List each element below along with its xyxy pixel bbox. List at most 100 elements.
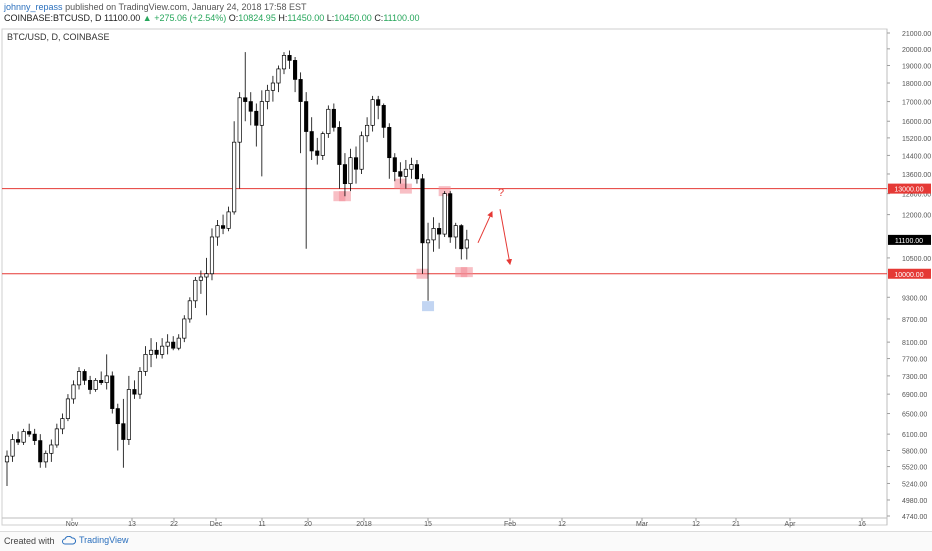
- candle-down[interactable]: [387, 127, 392, 159]
- candle-down[interactable]: [298, 79, 303, 102]
- candle-up[interactable]: [281, 55, 287, 70]
- candle-down[interactable]: [32, 433, 37, 441]
- candle-down[interactable]: [420, 178, 425, 244]
- candle-down[interactable]: [248, 101, 253, 112]
- price-axis[interactable]: 4740.00 4980.00 5240.00 5520.00 5800.00 6100.…: [886, 29, 931, 525]
- candle-up[interactable]: [226, 211, 231, 229]
- candle-down[interactable]: [82, 371, 87, 381]
- candle-down[interactable]: [448, 193, 453, 238]
- candle-up[interactable]: [160, 345, 165, 355]
- candle-down[interactable]: [331, 108, 336, 128]
- candle-up[interactable]: [165, 341, 170, 347]
- candle-up[interactable]: [453, 225, 458, 238]
- candle-up[interactable]: [49, 444, 54, 454]
- candle-up[interactable]: [276, 68, 281, 84]
- candle-up[interactable]: [43, 452, 48, 463]
- candle-up[interactable]: [326, 108, 331, 134]
- candle-up[interactable]: [126, 389, 131, 440]
- candle-up[interactable]: [348, 157, 353, 185]
- candle-up[interactable]: [270, 82, 275, 91]
- candle-up[interactable]: [187, 300, 192, 320]
- candle-up[interactable]: [464, 239, 469, 249]
- candle-down[interactable]: [353, 157, 359, 170]
- price-chart[interactable]: BTC/USD, D, COINBASE 4740.00 4980.00 5240.…: [0, 28, 932, 531]
- candle-down[interactable]: [16, 439, 21, 443]
- candle-up[interactable]: [65, 398, 70, 419]
- candle-down[interactable]: [398, 171, 403, 177]
- candle-down[interactable]: [221, 225, 226, 229]
- candle-down[interactable]: [27, 431, 32, 435]
- candle-up[interactable]: [370, 99, 375, 126]
- high-value: 11450.00: [287, 13, 325, 23]
- candle-up[interactable]: [93, 379, 98, 390]
- annotations[interactable]: ?: [477, 187, 513, 266]
- candle-up[interactable]: [76, 371, 82, 386]
- candle-down[interactable]: [243, 97, 248, 102]
- candle-down[interactable]: [337, 127, 342, 165]
- candle-up[interactable]: [21, 431, 26, 443]
- arrow-up[interactable]: [477, 210, 493, 244]
- candle-up[interactable]: [365, 124, 370, 137]
- candle-up[interactable]: [204, 273, 209, 278]
- price-tick-label: 12800.00: [902, 192, 931, 199]
- candle-down[interactable]: [121, 423, 126, 440]
- candle-down[interactable]: [293, 60, 298, 80]
- candle-up[interactable]: [148, 349, 154, 355]
- candle-down[interactable]: [115, 408, 120, 425]
- candle-down[interactable]: [88, 379, 93, 390]
- candle-down[interactable]: [287, 55, 292, 61]
- candle-up[interactable]: [198, 276, 203, 281]
- price-tick-label: 10500.00: [902, 256, 931, 263]
- candle-down[interactable]: [254, 110, 259, 126]
- tradingview-brand[interactable]: TradingView: [62, 535, 129, 545]
- candle-up[interactable]: [137, 371, 143, 395]
- candle-down[interactable]: [99, 379, 104, 383]
- candle-down[interactable]: [309, 131, 314, 152]
- candle-up[interactable]: [232, 141, 237, 213]
- candle-up[interactable]: [431, 228, 436, 241]
- candle-up[interactable]: [176, 337, 181, 349]
- time-tick-label: Nov: [66, 521, 79, 528]
- candle-up[interactable]: [442, 193, 447, 235]
- candle-down[interactable]: [392, 157, 397, 172]
- candle-series[interactable]: [4, 50, 469, 486]
- candle-up[interactable]: [359, 135, 364, 170]
- candle-up[interactable]: [54, 428, 59, 446]
- candle-up[interactable]: [209, 236, 215, 275]
- candle-up[interactable]: [60, 418, 65, 430]
- candle-up[interactable]: [193, 279, 198, 302]
- candle-down[interactable]: [459, 225, 464, 250]
- candle-up[interactable]: [320, 133, 325, 156]
- candle-up[interactable]: [215, 225, 220, 238]
- candle-up[interactable]: [259, 101, 264, 126]
- candle-up[interactable]: [403, 168, 408, 177]
- price-tick-label: 7300.00: [902, 374, 927, 381]
- high-label: H:: [278, 13, 288, 23]
- candle-up[interactable]: [265, 89, 270, 102]
- candle-down[interactable]: [154, 349, 159, 355]
- candle-up[interactable]: [4, 455, 10, 463]
- candle-down[interactable]: [171, 341, 176, 349]
- candle-down[interactable]: [132, 389, 137, 395]
- candle-down[interactable]: [414, 164, 420, 180]
- candle-up[interactable]: [425, 239, 431, 244]
- candle-up[interactable]: [71, 384, 76, 400]
- candle-down[interactable]: [315, 150, 320, 156]
- candle-down[interactable]: [342, 164, 347, 185]
- candle-down[interactable]: [376, 99, 381, 106]
- candle-down[interactable]: [110, 375, 115, 409]
- candle-up[interactable]: [182, 318, 187, 339]
- candle-down[interactable]: [304, 101, 309, 132]
- candle-up[interactable]: [409, 164, 414, 170]
- time-axis[interactable]: Nov 13 22 Dec 11 20 2018 15 Feb 12 Mar 12 21 Apr 16: [2, 517, 887, 528]
- price-tick-label: 6900.00: [902, 392, 927, 399]
- candle-down[interactable]: [437, 228, 442, 235]
- candle-down[interactable]: [381, 105, 386, 128]
- candle-up[interactable]: [104, 375, 109, 383]
- candle-down[interactable]: [38, 440, 43, 463]
- candle-up[interactable]: [10, 439, 15, 457]
- candle-up[interactable]: [143, 354, 148, 372]
- arrow-down[interactable]: [499, 209, 513, 266]
- candle-up[interactable]: [237, 97, 242, 143]
- author-link[interactable]: johnny_repass: [4, 2, 63, 12]
